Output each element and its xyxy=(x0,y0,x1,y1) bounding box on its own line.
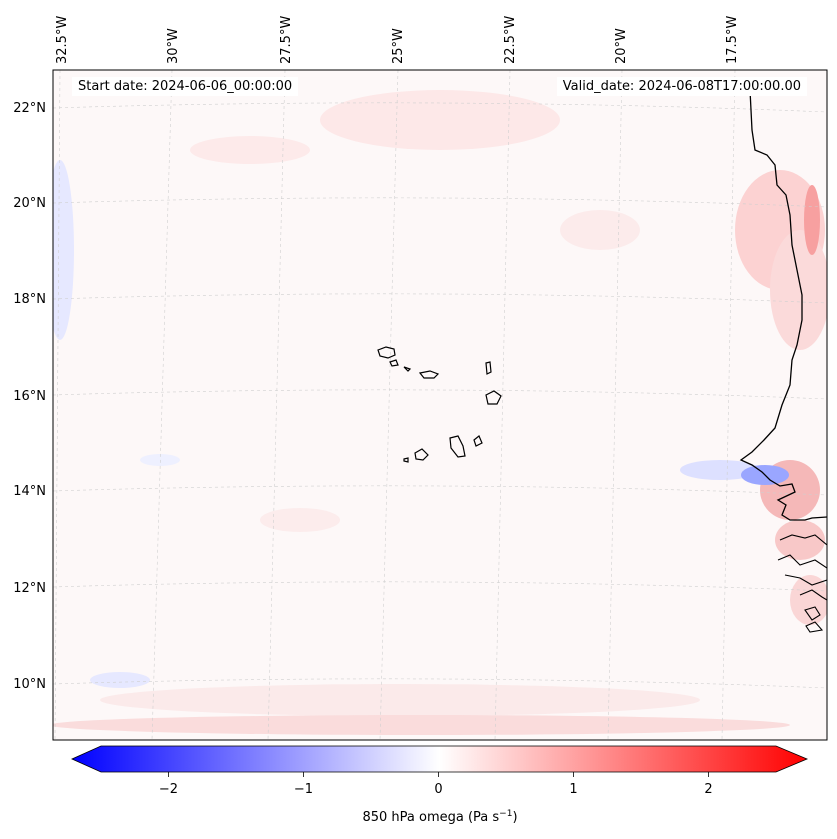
start-date-label: Start date: 2024-06-06_00:00:00 xyxy=(72,77,299,96)
lat-label: 10°N xyxy=(13,677,46,692)
coastline-west-africa xyxy=(739,89,827,521)
map-area xyxy=(53,70,827,740)
lat-label: 20°N xyxy=(13,196,46,211)
graticule xyxy=(53,70,827,740)
omega-field-background xyxy=(53,70,827,740)
lat-label: 12°N xyxy=(13,581,46,596)
lat-label: 14°N xyxy=(13,484,46,499)
lon-label: 32.5°W xyxy=(55,16,70,64)
colorbar-tick-label: 2 xyxy=(704,782,712,797)
colorbar-ticks: −2 −1 0 1 2 xyxy=(159,772,713,797)
coastline-guinea-bissau xyxy=(777,534,827,633)
lon-label: 30°W xyxy=(166,28,181,64)
island-sal xyxy=(485,361,492,375)
omega-shading xyxy=(53,90,827,735)
valid-date-label: Valid_date: 2024-06-08T17:00:00.00 xyxy=(556,77,807,96)
colorbar: −2 −1 0 1 2 850 hPa omega (Pa s−1) xyxy=(71,745,809,825)
island-fogo xyxy=(414,448,429,461)
lon-label: 27.5°W xyxy=(279,16,294,64)
island-brava xyxy=(403,457,409,463)
lon-label: 22.5°W xyxy=(503,16,518,64)
longitude-labels: 32.5°W 30°W 27.5°W 25°W 22.5°W 20°W 17.5… xyxy=(55,16,740,64)
colorbar-tick-label: −1 xyxy=(294,782,313,797)
map-frame xyxy=(52,69,828,741)
cape-verde-islands xyxy=(377,346,502,463)
lat-label: 22°N xyxy=(13,101,46,116)
colorbar-tick-label: 0 xyxy=(434,782,442,797)
island-santo-antao xyxy=(377,346,396,359)
lon-label: 20°W xyxy=(614,28,629,64)
island-santiago xyxy=(449,435,466,458)
colorbar-tick-label: −2 xyxy=(159,782,178,797)
lon-label: 17.5°W xyxy=(725,16,740,64)
colorbar-gradient xyxy=(71,745,809,773)
lat-label: 18°N xyxy=(13,292,46,307)
island-sao-vicente xyxy=(389,359,399,367)
lon-label: 25°W xyxy=(391,28,406,64)
island-maio xyxy=(473,435,483,447)
island-sao-nicolau xyxy=(418,370,440,379)
colorbar-label: 850 hPa omega (Pa s−1) xyxy=(362,809,517,825)
latitude-labels: 22°N 20°N 18°N 16°N 14°N 12°N 10°N xyxy=(13,101,46,692)
island-boa-vista xyxy=(485,390,502,405)
lat-label: 16°N xyxy=(13,389,46,404)
colorbar-tick-label: 1 xyxy=(569,782,577,797)
island-santa-luzia xyxy=(403,366,412,372)
